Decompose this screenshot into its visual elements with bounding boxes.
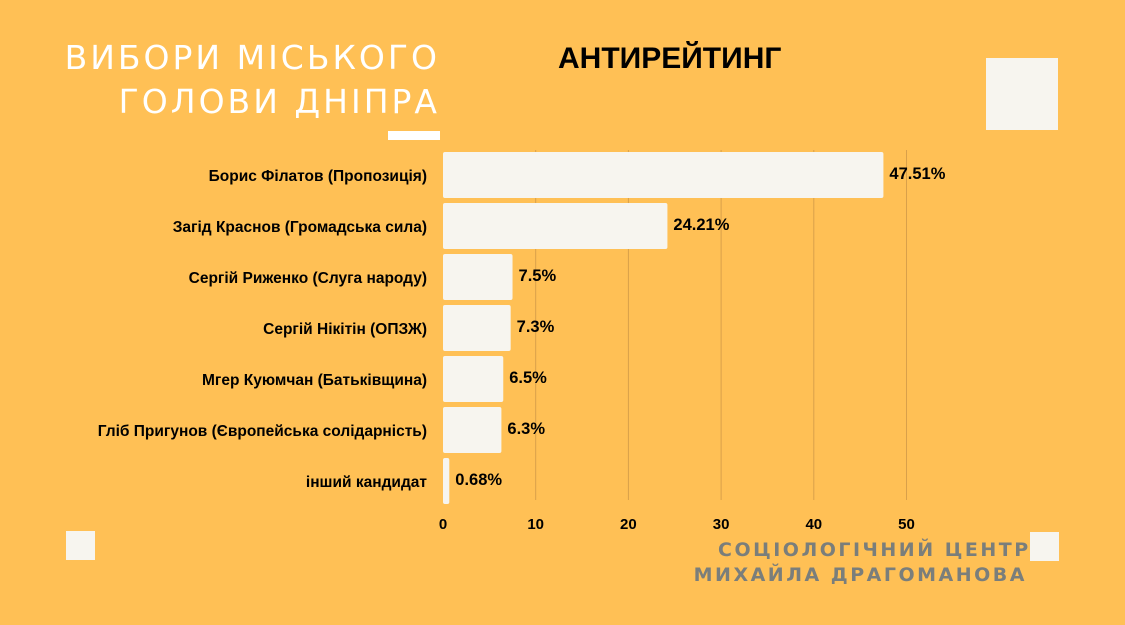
category-label: Гліб Пригунов (Європейська солідарність) — [98, 423, 427, 440]
source-line2: МИХАЙЛА ДРАГОМАНОВА — [693, 564, 1027, 586]
chart-x-axis: 0 10 20 30 40 50 — [439, 516, 915, 533]
x-tick-label: 10 — [527, 516, 544, 533]
value-label: 6.3% — [507, 420, 545, 438]
category-label: інший кандидат — [306, 474, 428, 491]
title-underline-bar — [388, 131, 440, 140]
value-label: 7.3% — [517, 318, 555, 336]
chart-value-labels: 47.51% 24.21% 7.5% 7.3% 6.5% 6.3% 0.68% — [455, 165, 945, 489]
decor-square-bottom-left — [66, 531, 95, 560]
bar — [443, 152, 884, 198]
category-label: Загід Краснов (Громадська сила) — [173, 219, 427, 236]
bar — [443, 254, 513, 300]
bar — [443, 203, 668, 249]
decor-square-bottom-right — [1030, 532, 1059, 561]
value-label: 24.21% — [673, 216, 729, 234]
x-tick-label: 20 — [620, 516, 637, 533]
value-label: 47.51% — [889, 165, 945, 183]
value-label: 0.68% — [455, 471, 502, 489]
bar — [443, 356, 504, 402]
bar — [443, 407, 502, 453]
chart-gridlines — [535, 150, 907, 500]
value-label: 6.5% — [509, 369, 547, 387]
bar — [443, 458, 450, 504]
decor-square-top-right — [986, 58, 1058, 130]
x-tick-label: 40 — [805, 516, 822, 533]
category-label: Мгер Куюмчан (Батьківщина) — [202, 372, 427, 389]
category-label: Сергій Риженко (Слуга народу) — [189, 270, 427, 287]
source-line1: СОЦІОЛОГІЧНИЙ ЦЕНТР — [718, 539, 1031, 561]
page-title: ВИБОРИ МІСЬКОГО ГОЛОВИ ДНІПРА — [60, 36, 440, 124]
category-label: Сергій Нікітін (ОПЗЖ) — [263, 321, 427, 338]
chart-category-labels: Борис Філатов (Пропозиція) Загід Краснов … — [98, 168, 428, 491]
page-title-line2: ГОЛОВИ ДНІПРА — [118, 82, 440, 121]
category-label: Борис Філатов (Пропозиція) — [209, 168, 427, 185]
page-title-line1: ВИБОРИ МІСЬКОГО — [64, 38, 440, 77]
x-tick-label: 0 — [439, 516, 447, 533]
x-tick-label: 30 — [713, 516, 730, 533]
x-tick-label: 50 — [898, 516, 915, 533]
source-attribution: СОЦІОЛОГІЧНИЙ ЦЕНТР МИХАЙЛА ДРАГОМАНОВА — [690, 538, 1031, 588]
chart-title: АНТИРЕЙТИНГ — [558, 42, 782, 75]
value-label: 7.5% — [519, 267, 557, 285]
chart-bars — [443, 152, 884, 504]
bar — [443, 305, 511, 351]
